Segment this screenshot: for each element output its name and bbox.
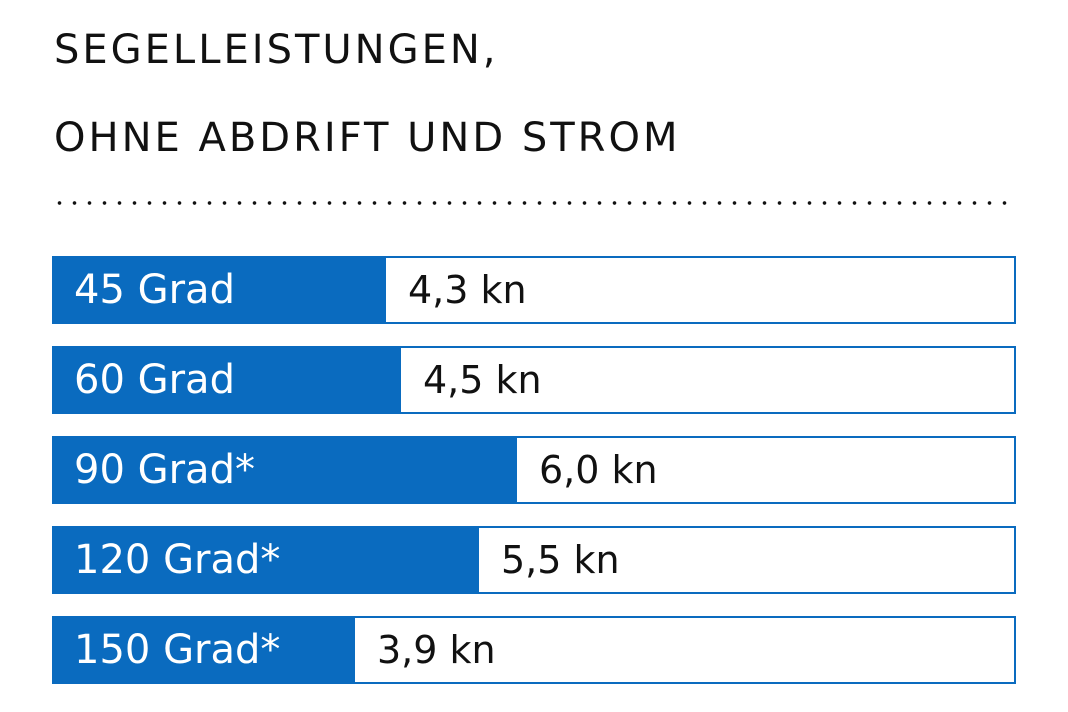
bar-row: 90 Grad* 6,0 kn (52, 436, 1016, 504)
bar-row: 120 Grad* 5,5 kn (52, 526, 1016, 594)
dotted-divider (52, 201, 1016, 205)
bar-row: 45 Grad 4,3 kn (52, 256, 1016, 324)
bar-value-label: 4,5 kn (423, 358, 542, 402)
bar-value-label: 5,5 kn (501, 538, 620, 582)
bar-category-label: 150 Grad* (74, 627, 281, 673)
bar-chart: 45 Grad 4,3 kn 60 Grad 4,5 kn 90 Grad* 6,0 kn… (52, 256, 1016, 688)
bar (54, 348, 401, 412)
bar (54, 618, 355, 682)
bar-value-label: 4,3 kn (408, 268, 527, 312)
bar-category-label: 45 Grad (74, 267, 235, 313)
bar-row: 150 Grad* 3,9 kn (52, 616, 1016, 684)
chart-title-line-2: OHNE ABDRIFT UND STROM (54, 115, 681, 161)
bar-row: 60 Grad 4,5 kn (52, 346, 1016, 414)
bar-category-label: 60 Grad (74, 357, 235, 403)
bar-value-label: 6,0 kn (539, 448, 658, 492)
bar (54, 528, 479, 592)
bar-category-label: 90 Grad* (74, 447, 255, 493)
bar-value-label: 3,9 kn (377, 628, 496, 672)
bar (54, 258, 386, 322)
bar (54, 438, 517, 502)
chart-title-line-1: SEGELLEISTUNGEN, (54, 27, 499, 73)
bar-category-label: 120 Grad* (74, 537, 281, 583)
